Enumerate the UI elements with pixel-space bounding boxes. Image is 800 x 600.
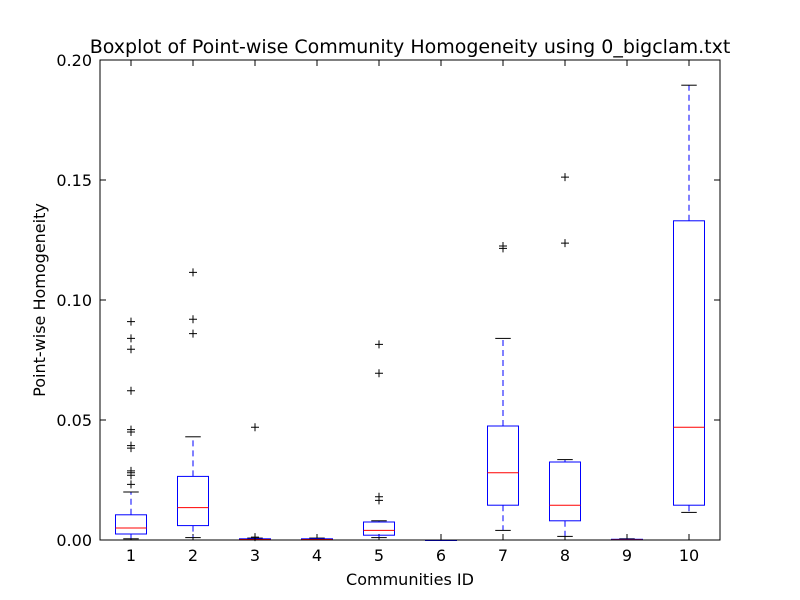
outlier-point <box>561 173 569 182</box>
outlier-point <box>375 492 383 501</box>
box-iqr <box>487 425 519 506</box>
outlier-point <box>561 239 569 248</box>
y-tick-label: 0.20 <box>56 51 92 70</box>
box-iqr <box>177 475 209 527</box>
x-tick-label: 8 <box>560 546 570 565</box>
outlier-point <box>127 386 135 395</box>
x-tick-label: 2 <box>188 546 198 565</box>
outlier-point <box>127 466 135 475</box>
y-tick-label: 0.00 <box>56 531 92 550</box>
y-tick-label: 0.05 <box>56 411 92 430</box>
chart-title: Boxplot of Point-wise Community Homogene… <box>90 36 731 58</box>
outlier-point <box>251 423 259 432</box>
outlier-point <box>499 242 507 250</box>
outlier-point <box>127 441 135 450</box>
box-iqr <box>115 514 147 535</box>
x-tick-label: 1 <box>126 546 136 565</box>
x-tick-label: 10 <box>679 546 699 565</box>
y-tick-label: 0.15 <box>56 171 92 190</box>
box-iqr <box>673 220 705 506</box>
outlier-point <box>189 315 197 324</box>
plot-frame <box>99 59 721 541</box>
outlier-point <box>127 345 135 354</box>
outlier-point <box>189 329 197 338</box>
x-axis-label: Communities ID <box>346 570 474 589</box>
x-tick-label: 5 <box>374 546 384 565</box>
outlier-point <box>375 340 383 349</box>
box-iqr <box>549 461 581 522</box>
box-iqr <box>363 521 395 536</box>
x-tick-label: 9 <box>622 546 632 565</box>
outlier-point <box>189 268 197 277</box>
outlier-point <box>127 425 135 434</box>
x-tick-label: 6 <box>436 546 446 565</box>
y-axis-label: Point-wise Homogeneity <box>30 203 49 397</box>
x-tick-label: 7 <box>498 546 508 565</box>
outlier-point <box>127 480 135 489</box>
x-tick-label: 4 <box>312 546 322 565</box>
x-tick-label: 3 <box>250 546 260 565</box>
outlier-point <box>375 369 383 378</box>
outlier-point <box>127 334 135 343</box>
y-tick-label: 0.10 <box>56 291 92 310</box>
outlier-point <box>127 317 135 326</box>
